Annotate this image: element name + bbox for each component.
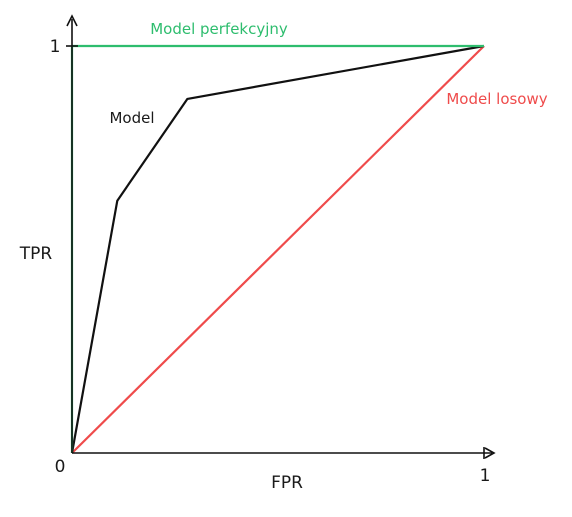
x-axis-label: FPR [271,473,303,493]
series-line-random [71,45,485,454]
origin-tick-label: 0 [55,457,66,477]
y-tick-1-label: 1 [50,37,61,57]
y-axis-label: TPR [19,244,53,264]
series-line-model [70,44,485,454]
series-layer [70,44,485,454]
x-axis-arrow [484,447,496,459]
series-label-model: Model [109,109,154,127]
y-axis-arrow [66,14,78,27]
x-tick-1-label: 1 [480,466,491,486]
series-label-perfect: Model perfekcyjny [150,20,288,38]
series-label-random: Model losowy [446,90,547,108]
